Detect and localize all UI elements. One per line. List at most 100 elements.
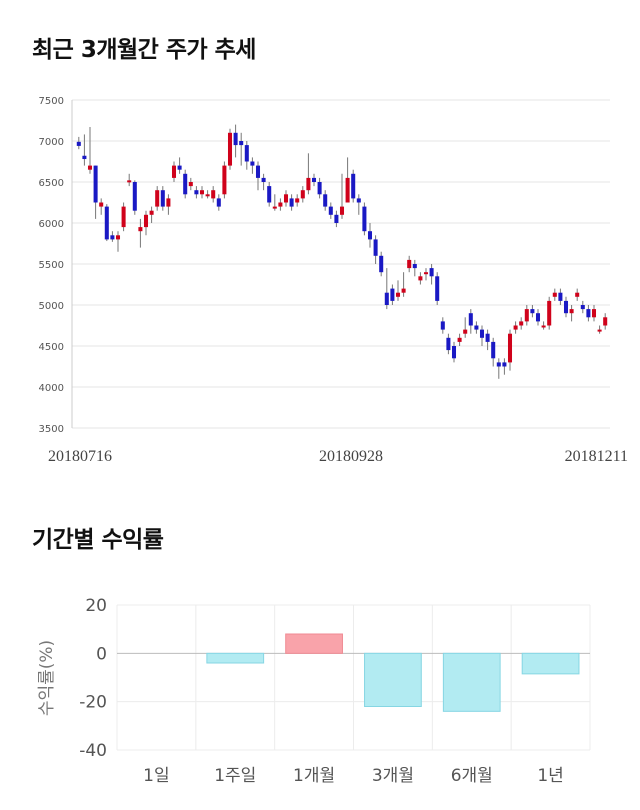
x-category-label: 1일 (143, 766, 169, 786)
bar (364, 652, 422, 707)
candle (155, 190, 160, 207)
x-category-label: 1주일 (214, 766, 256, 786)
x-date-label: 20181211 (565, 448, 628, 465)
candle (300, 190, 305, 199)
y-tick-label: 6500 (39, 178, 64, 189)
candle (188, 182, 193, 187)
candle (474, 325, 479, 330)
y-tick-label: 3500 (39, 424, 64, 435)
candle (211, 190, 216, 199)
candle (239, 141, 244, 146)
candle (496, 362, 501, 367)
candle (317, 182, 322, 195)
candle (423, 272, 429, 275)
candle (401, 288, 406, 293)
candle (429, 268, 434, 277)
candle (244, 145, 249, 162)
y-axis-label: 수익률(%) (37, 640, 57, 716)
price-trend-chart: 3500 4000 4500 5000 5500 6000 6500 7000 7500 2018… (39, 96, 628, 465)
x-date-label: 20180716 (48, 448, 112, 465)
candle (334, 214, 339, 223)
candle (479, 329, 485, 338)
bar (521, 652, 580, 675)
y-tick-label: 5000 (39, 301, 64, 312)
candle (171, 165, 177, 178)
candle (351, 173, 356, 199)
candle (552, 292, 557, 297)
y-tick-label: -40 (79, 741, 107, 761)
candle (418, 276, 423, 281)
candle (440, 321, 445, 330)
candle (199, 190, 205, 195)
y-tick-label: 7500 (39, 96, 64, 107)
candle (384, 292, 389, 305)
candle (255, 165, 261, 178)
y-tick-label: 0 (96, 644, 107, 664)
candle (295, 198, 300, 203)
candle (502, 362, 507, 367)
y-tick-label: 7000 (39, 137, 64, 148)
candle (115, 235, 121, 240)
price-trend-title: 최근 3개월간 주가 추세 (32, 37, 256, 63)
candle (149, 210, 154, 215)
candle (575, 292, 580, 297)
candle (379, 255, 384, 273)
candle (323, 194, 328, 207)
candle (250, 161, 255, 166)
x-date-label: 20180928 (319, 448, 383, 465)
y-tick-label: 4500 (39, 342, 64, 353)
candle (138, 227, 143, 232)
candle (132, 182, 137, 211)
candle (233, 132, 238, 146)
candle (143, 214, 149, 228)
candle (166, 198, 171, 207)
x-category-label: 6개월 (451, 766, 493, 786)
candle (289, 198, 294, 207)
candle (328, 206, 333, 215)
candle (216, 198, 221, 207)
candle (82, 155, 87, 160)
candle (435, 276, 440, 301)
candle (283, 194, 289, 203)
candle (491, 341, 496, 359)
candle (104, 206, 109, 240)
candle (395, 292, 401, 297)
candle (412, 264, 417, 269)
candle (586, 309, 591, 318)
candle (513, 325, 518, 330)
x-category-label: 1년 (537, 766, 563, 786)
candle (524, 309, 529, 322)
candle (356, 198, 361, 203)
candle (507, 333, 513, 363)
candle (463, 329, 468, 334)
candle (580, 305, 585, 310)
candle (603, 317, 608, 326)
candle (345, 177, 350, 203)
candle (407, 259, 412, 269)
candle (519, 321, 524, 326)
y-tick-label: -20 (79, 693, 107, 713)
candle (306, 177, 311, 191)
candle (591, 309, 597, 318)
candle (569, 309, 574, 314)
candle (121, 206, 126, 228)
candle (468, 313, 473, 326)
candle (160, 190, 165, 207)
candle (362, 206, 367, 232)
candle (530, 309, 535, 314)
candle (194, 190, 199, 195)
y-tick-label: 4000 (39, 383, 64, 394)
candle (110, 235, 115, 240)
candle (367, 231, 373, 240)
candle (446, 337, 451, 351)
candle (222, 165, 227, 195)
candle (227, 132, 233, 166)
bar (285, 633, 343, 654)
candle (339, 206, 345, 215)
y-tick-label: 5500 (39, 260, 64, 271)
candle (183, 173, 188, 195)
candle (267, 186, 272, 203)
candle (278, 202, 283, 207)
period-returns-title: 기간별 수익률 (32, 527, 164, 553)
